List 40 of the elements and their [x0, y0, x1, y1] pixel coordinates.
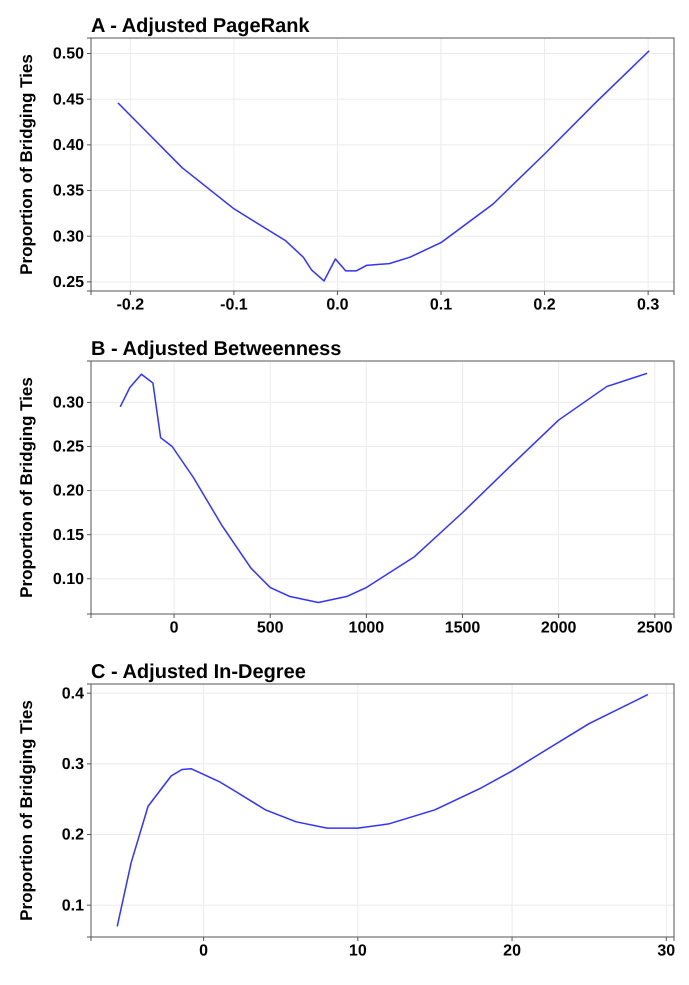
x-tick-label: -0.2 — [116, 296, 144, 314]
x-tick-label: 0.0 — [326, 296, 349, 314]
y-axis-title: Proportion of Bridging Ties — [17, 377, 36, 598]
y-tick-label: 0.35 — [52, 182, 84, 200]
chart-title: A - Adjusted PageRank — [91, 15, 310, 37]
x-tick-label: 20 — [503, 942, 522, 960]
x-tick-label: 1500 — [444, 619, 480, 636]
x-tick-label: 0 — [199, 942, 208, 960]
x-tick-label: 0.1 — [430, 296, 452, 314]
line-series — [117, 50, 650, 282]
y-tick-label: 0.40 — [52, 136, 84, 154]
chart-title: B - Adjusted Betweenness — [91, 338, 342, 360]
y-tick-label: 0.4 — [62, 685, 84, 702]
x-tick-label: 1000 — [348, 619, 384, 636]
x-tick-label: 2500 — [636, 619, 673, 636]
y-tick-label: 0.2 — [62, 826, 84, 844]
x-tick-label: 0.3 — [636, 296, 660, 314]
y-tick-label: 0.15 — [52, 526, 84, 544]
y-tick-label: 0.45 — [52, 91, 84, 108]
y-axis-title: Proportion of Bridging Ties — [17, 700, 36, 921]
x-tick-label: 500 — [256, 619, 284, 636]
x-tick-label: 30 — [657, 942, 676, 960]
x-tick-label: 10 — [348, 942, 367, 960]
x-tick-label: 0 — [170, 619, 179, 636]
y-tick-label: 0.10 — [52, 570, 84, 588]
y-tick-label: 0.50 — [52, 46, 84, 63]
x-tick-label: 2000 — [540, 619, 577, 636]
line-series — [116, 694, 649, 928]
y-axis-title: Proportion of Bridging Ties — [17, 54, 36, 275]
x-tick-label: 0.2 — [533, 296, 556, 314]
y-tick-label: 0.30 — [52, 228, 84, 246]
y-tick-label: 0.1 — [62, 897, 84, 914]
line-series — [119, 372, 648, 604]
y-tick-label: 0.25 — [52, 274, 84, 291]
y-tick-label: 0.30 — [52, 394, 84, 412]
chart-title: C - Adjusted In-Degree — [91, 661, 306, 683]
y-tick-label: 0.3 — [62, 756, 84, 773]
x-tick-label: -0.1 — [220, 296, 248, 314]
y-tick-label: 0.25 — [52, 438, 84, 456]
y-tick-label: 0.20 — [52, 482, 84, 500]
